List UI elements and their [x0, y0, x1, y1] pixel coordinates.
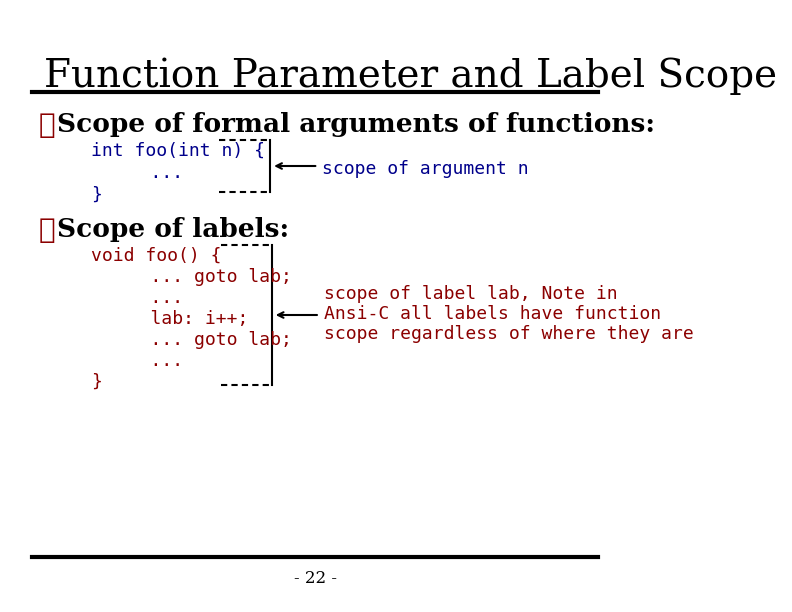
Text: scope regardless of where they are: scope regardless of where they are	[324, 325, 694, 343]
Text: Function Parameter and Label Scope: Function Parameter and Label Scope	[44, 57, 777, 94]
Text: ...: ...	[108, 164, 184, 182]
Text: scope of argument n: scope of argument n	[322, 160, 529, 178]
Text: }: }	[92, 373, 102, 391]
Text: ... goto lab;: ... goto lab;	[108, 331, 292, 349]
Text: }: }	[92, 186, 102, 204]
Text: void foo() {: void foo() {	[92, 247, 222, 265]
Text: scope of label lab, Note in: scope of label lab, Note in	[324, 285, 618, 303]
Text: ...: ...	[108, 289, 184, 307]
Text: Scope of formal arguments of functions:: Scope of formal arguments of functions:	[57, 112, 655, 137]
Text: lab: i++;: lab: i++;	[108, 310, 249, 328]
Text: ❖: ❖	[38, 217, 55, 244]
Text: ❖: ❖	[38, 112, 55, 139]
Text: Ansi-C all labels have function: Ansi-C all labels have function	[324, 305, 661, 323]
Text: Scope of labels:: Scope of labels:	[57, 217, 289, 242]
Text: ...: ...	[108, 352, 184, 370]
Text: int foo(int n) {: int foo(int n) {	[92, 142, 265, 160]
Text: ... goto lab;: ... goto lab;	[108, 268, 292, 286]
Text: - 22 -: - 22 -	[294, 570, 337, 587]
